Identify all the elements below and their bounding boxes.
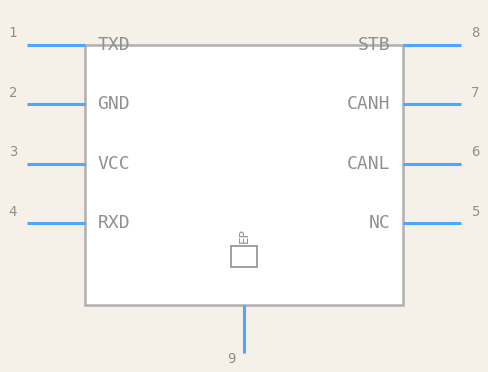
Text: EP: EP	[238, 228, 250, 243]
Text: 9: 9	[227, 352, 235, 366]
Text: 3: 3	[9, 145, 17, 159]
Text: 6: 6	[471, 145, 479, 159]
Text: 5: 5	[471, 205, 479, 219]
Text: STB: STB	[358, 36, 390, 54]
Text: 7: 7	[471, 86, 479, 100]
Bar	[85, 45, 403, 305]
Text: 1: 1	[9, 26, 17, 40]
Text: NC: NC	[368, 214, 390, 232]
Text: TXD: TXD	[98, 36, 130, 54]
Text: VCC: VCC	[98, 155, 130, 173]
Text: 2: 2	[9, 86, 17, 100]
Bar	[231, 246, 258, 267]
Text: GND: GND	[98, 95, 130, 113]
Text: CANH: CANH	[347, 95, 390, 113]
Text: 4: 4	[9, 205, 17, 219]
Text: RXD: RXD	[98, 214, 130, 232]
Text: 8: 8	[471, 26, 479, 40]
Text: CANL: CANL	[347, 155, 390, 173]
